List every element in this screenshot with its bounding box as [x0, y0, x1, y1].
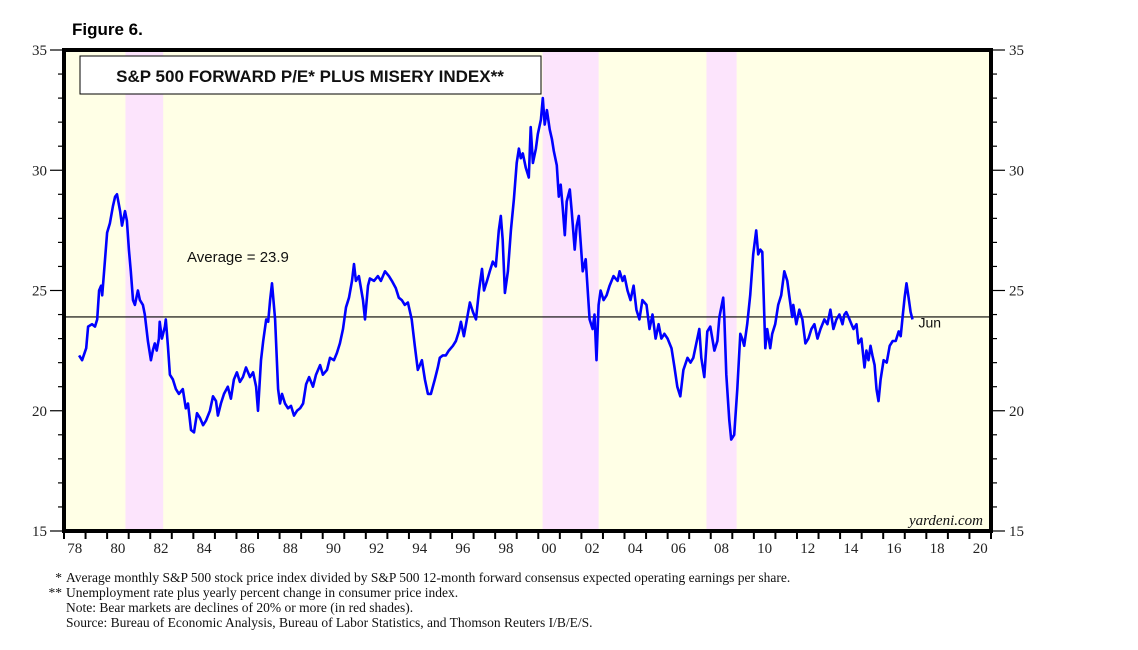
bear-market-band — [542, 50, 599, 531]
y-tick-label-left: 20 — [32, 404, 47, 420]
x-tick-label: 86 — [240, 541, 256, 557]
footnote: * Average monthly S&P 500 stock price ind… — [55, 570, 791, 585]
footnotes: * Average monthly S&P 500 stock price ind… — [38, 570, 791, 630]
x-tick-label: 96 — [455, 541, 471, 557]
y-tick-label-left: 15 — [32, 524, 47, 540]
x-tick-label: 88 — [283, 541, 298, 557]
x-tick-label: 14 — [843, 541, 859, 557]
y-tick-label-left: 30 — [32, 163, 47, 179]
x-tick-label: 16 — [886, 541, 902, 557]
x-tick-label: 06 — [671, 541, 687, 557]
y-tick-label-right: 35 — [1009, 43, 1024, 59]
y-axis-ticks: 15 15 20 20 25 25 30 30 35 35 — [32, 43, 1024, 540]
chart-title: S&P 500 FORWARD P/E* PLUS MISERY INDEX** — [116, 67, 504, 86]
y-tick-label-right: 30 — [1009, 163, 1024, 179]
y-tick-label-right: 15 — [1009, 524, 1024, 540]
x-tick-label: 00 — [542, 541, 557, 557]
x-axis-ticks: 78 80 82 84 86 88 90 92 94 96 98 00 02 04 06 08 10 12 14 16… — [63, 531, 992, 557]
y-tick-label-right: 20 — [1009, 404, 1024, 420]
footnote: Source: Bureau of Economic Analysis, Bur… — [66, 615, 593, 630]
y-tick-label-left: 25 — [32, 284, 47, 300]
x-tick-label: 10 — [757, 541, 772, 557]
x-tick-label: 92 — [369, 541, 384, 557]
chart: 15 15 20 20 25 25 30 30 35 35 78 80 82 84 86 88 90 92 94 9… — [32, 43, 1024, 557]
x-tick-label: 82 — [154, 541, 169, 557]
figure-label: Figure 6. — [72, 20, 143, 39]
x-tick-label: 18 — [930, 541, 945, 557]
y-tick-label-left: 35 — [32, 43, 47, 59]
x-tick-label: 12 — [800, 541, 815, 557]
x-tick-label: 04 — [628, 541, 644, 557]
plot-background — [64, 50, 991, 531]
x-tick-label: 08 — [714, 541, 729, 557]
footnote: ** Unemployment rate plus yearly percent … — [48, 585, 459, 600]
x-tick-label: 02 — [585, 541, 600, 557]
x-tick-label: 80 — [110, 541, 125, 557]
average-label: Average = 23.9 — [187, 249, 289, 266]
y-tick-label-right: 25 — [1009, 284, 1024, 300]
watermark: yardeni.com — [907, 513, 983, 529]
bear-market-band — [706, 50, 737, 531]
series-line — [77, 96, 914, 441]
x-tick-label: 98 — [498, 541, 513, 557]
chart-title-box — [79, 55, 542, 95]
x-tick-label: 78 — [67, 541, 82, 557]
x-tick-label: 84 — [197, 541, 213, 557]
x-tick-label: 94 — [412, 541, 428, 557]
footnote: Note: Bear markets are declines of 20% o… — [66, 600, 414, 615]
end-label: Jun — [919, 314, 942, 330]
x-tick-label: 90 — [326, 541, 341, 557]
plot-frame — [62, 48, 993, 533]
x-tick-label: 20 — [973, 541, 988, 557]
